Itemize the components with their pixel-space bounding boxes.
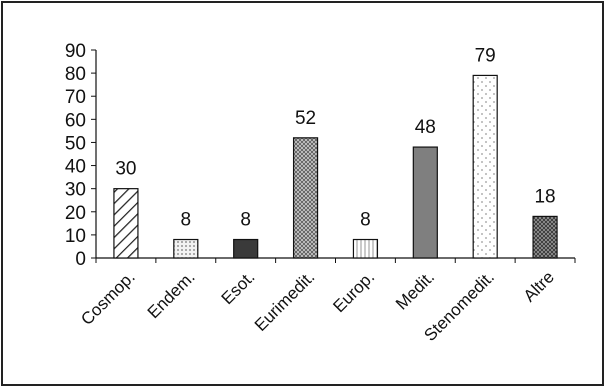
y-tick-label: 50 bbox=[65, 133, 86, 154]
bar bbox=[472, 74, 498, 259]
category-label: Endem. bbox=[144, 267, 199, 322]
bar bbox=[173, 238, 199, 259]
data-label: 52 bbox=[295, 108, 316, 129]
category-label: Medit. bbox=[392, 267, 438, 313]
y-tick-label: 70 bbox=[65, 87, 86, 108]
bars bbox=[113, 74, 558, 259]
data-label: 8 bbox=[360, 210, 371, 231]
y-tick-label: 60 bbox=[65, 110, 86, 131]
category-labels: Cosmop. Endem. Esot.Eurimedit. Europ. Medit.… bbox=[77, 267, 558, 345]
y-tick-label: 20 bbox=[65, 203, 86, 224]
y-tick-label: 10 bbox=[65, 226, 86, 247]
category-label: Europ. bbox=[329, 267, 378, 316]
bar bbox=[233, 238, 259, 259]
axes bbox=[95, 50, 576, 263]
y-tick-label: 40 bbox=[65, 157, 86, 178]
category-label: Eurimedit. bbox=[251, 267, 319, 335]
data-label: 18 bbox=[534, 186, 555, 207]
bar bbox=[352, 238, 379, 259]
data-label: 79 bbox=[475, 45, 496, 66]
y-tick-label: 30 bbox=[65, 180, 86, 201]
data-label: 48 bbox=[415, 117, 436, 138]
bar bbox=[412, 146, 438, 259]
bar bbox=[532, 215, 558, 259]
bar bbox=[113, 188, 139, 259]
bar bbox=[292, 137, 319, 259]
category-label: Altre bbox=[520, 267, 558, 305]
data-labels: 30 8 8 52 8 48 79 18 bbox=[115, 45, 555, 230]
y-tick-label: 0 bbox=[75, 249, 86, 270]
category-label: Cosmop. bbox=[77, 267, 139, 329]
data-label: 8 bbox=[181, 210, 192, 231]
category-label: Esot. bbox=[218, 267, 259, 308]
data-label: 30 bbox=[115, 159, 136, 180]
y-tick-label: 80 bbox=[65, 64, 86, 85]
y-tick-label: 90 bbox=[65, 41, 86, 62]
data-label: 8 bbox=[240, 210, 251, 231]
